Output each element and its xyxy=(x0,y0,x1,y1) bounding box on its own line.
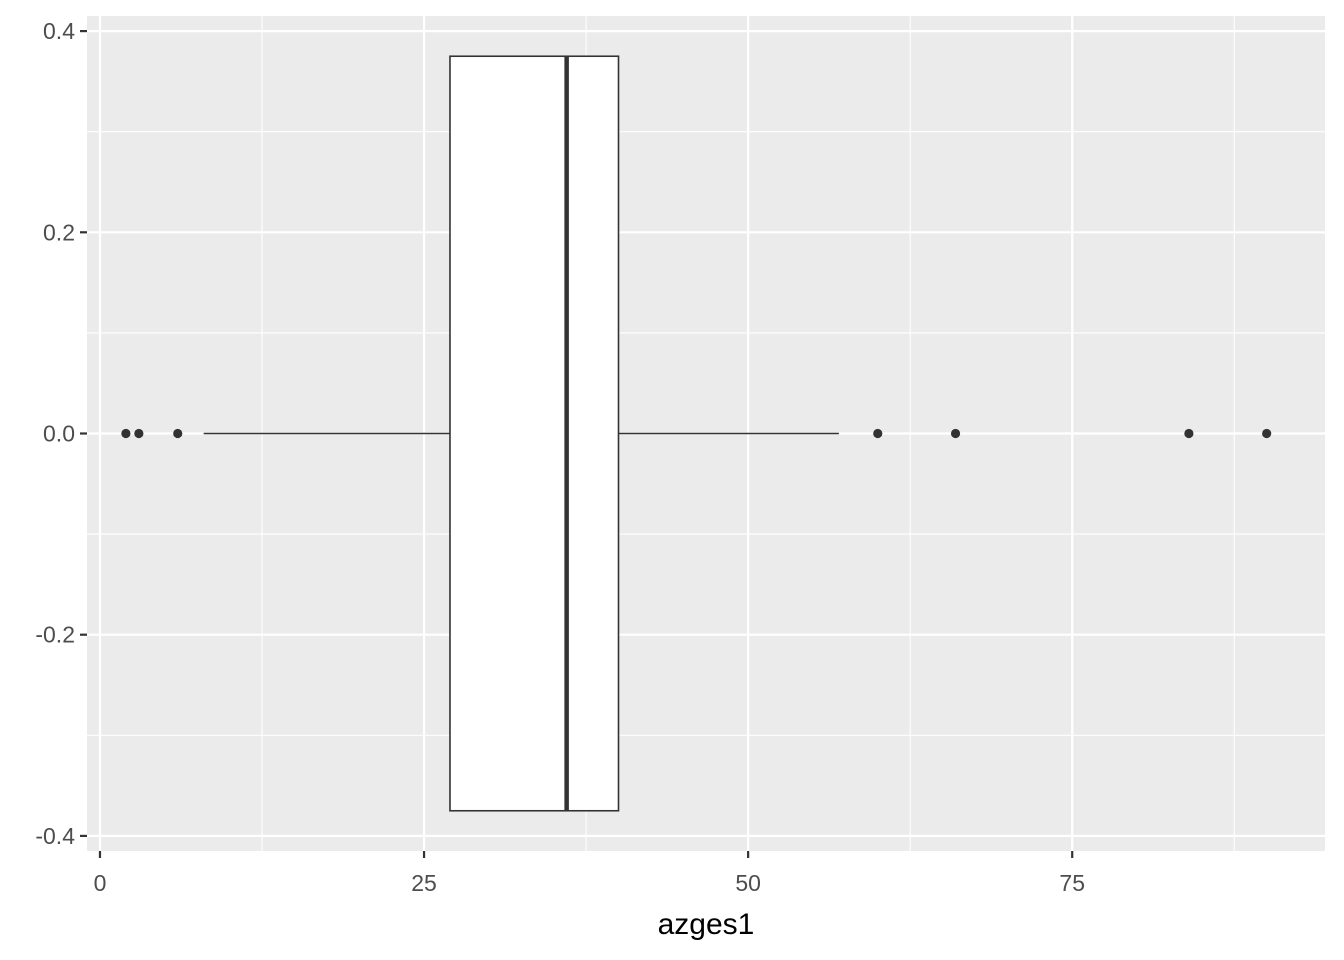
x-tick-label: 50 xyxy=(735,870,761,896)
x-axis-title: azges1 xyxy=(658,908,755,941)
outlier-point xyxy=(950,428,961,439)
x-tick-label: 25 xyxy=(411,870,437,896)
outlier-point xyxy=(173,428,183,439)
outlier-point xyxy=(1184,428,1194,439)
chart-marks xyxy=(121,55,1272,812)
outlier-point xyxy=(134,428,144,439)
y-tick-label: 0.2 xyxy=(43,219,75,245)
x-tick-label: 75 xyxy=(1059,870,1085,896)
iqr-box xyxy=(449,55,620,812)
y-tick-label: -0.2 xyxy=(35,622,75,648)
x-tick-label: 0 xyxy=(94,870,107,896)
outlier-point xyxy=(121,428,131,439)
y-tick-label: -0.4 xyxy=(35,823,75,849)
axes: 0.4 0.2 0.0 -0.2 -0.4 0 25 50 75 xyxy=(35,18,1085,896)
y-tick-label: 0.0 xyxy=(43,421,75,447)
outlier-point xyxy=(1262,428,1272,439)
outlier-point xyxy=(873,428,883,439)
y-tick-label: 0.4 xyxy=(43,18,75,44)
